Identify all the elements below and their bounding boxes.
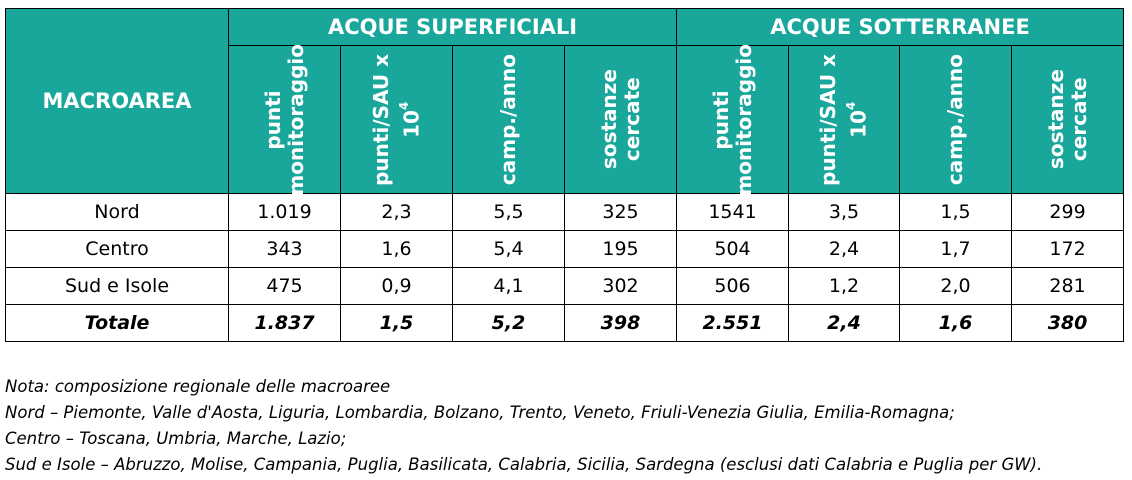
table-cell: 1,2 — [788, 267, 901, 305]
group-header-row: MACROAREA ACQUE SUPERFICIALI ACQUE SOTTE… — [5, 8, 1125, 194]
group-header-ground: ACQUE SOTTERRANEE — [676, 8, 1125, 46]
total-row: Totale 1.837 1,5 5,2 398 2.551 2,4 1,6 3… — [5, 304, 1125, 342]
subheader-punti-sau: punti/SAU x 104 — [788, 45, 901, 194]
table-cell: 504 — [676, 230, 790, 268]
table-cell: 1,6 — [899, 304, 1013, 342]
table-cell: 2,3 — [340, 193, 453, 231]
subheader-sostanze-cercate: sostanze cercate — [563, 45, 678, 194]
table-cell: 380 — [1011, 304, 1125, 342]
table-cell: 343 — [228, 230, 341, 268]
subheader-camp-anno: camp./anno — [452, 45, 565, 194]
table-cell: 1,5 — [899, 193, 1013, 231]
table-cell: 506 — [676, 267, 790, 305]
table-cell: 5,5 — [452, 193, 565, 231]
table-cell: 2.551 — [676, 304, 790, 342]
table-cell: 4,1 — [452, 267, 565, 305]
group-header-surface: ACQUE SUPERFICIALI — [227, 8, 678, 46]
row-label: Nord — [5, 193, 229, 231]
note-line: Sud e Isole – Abruzzo, Molise, Campania,… — [5, 455, 1043, 474]
table-cell: 3,5 — [788, 193, 901, 231]
table-cell: 0,9 — [340, 267, 453, 305]
subheader-punti-monitoraggio: punti monitoraggio — [676, 44, 790, 195]
table-row: Nord 1.019 2,3 5,5 325 1541 3,5 1,5 299 — [5, 193, 1125, 231]
table-cell: 2,4 — [788, 304, 901, 342]
note-line: Nota: composizione regionale delle macro… — [5, 377, 391, 396]
table-cell: 1,6 — [340, 230, 453, 268]
macroarea-header: MACROAREA — [5, 8, 229, 194]
table-row: Centro 343 1,6 5,4 195 504 2,4 1,7 172 — [5, 230, 1125, 268]
table-cell: 398 — [563, 304, 678, 342]
table-cell: 475 — [228, 267, 341, 305]
note-line: Nord – Piemonte, Valle d'Aosta, Liguria,… — [5, 403, 955, 422]
note-line: Centro – Toscana, Umbria, Marche, Lazio; — [5, 429, 347, 448]
subheader-camp-anno: camp./anno — [899, 45, 1013, 194]
table-cell: 5,4 — [452, 230, 565, 268]
table-cell: 172 — [1011, 230, 1125, 268]
table-cell: 302 — [563, 267, 678, 305]
notes: Nota: composizione regionale delle macro… — [5, 374, 1042, 478]
table-cell: 1541 — [676, 193, 790, 231]
table-cell: 1,5 — [340, 304, 453, 342]
subheader-sostanze-cercate: sostanze cercate — [1011, 45, 1125, 194]
table-cell: 325 — [563, 193, 678, 231]
row-label: Centro — [5, 230, 229, 268]
table-cell: 1.837 — [228, 304, 341, 342]
table-cell: 1.019 — [228, 193, 341, 231]
data-table: MACROAREA ACQUE SUPERFICIALI ACQUE SOTTE… — [5, 8, 1125, 342]
table-cell: 2,4 — [788, 230, 901, 268]
table-cell: 281 — [1011, 267, 1125, 305]
table-row: Sud e Isole 475 0,9 4,1 302 506 1,2 2,0 … — [5, 267, 1125, 305]
sub-header-row: punti monitoraggio punti/SAU x 104 camp./a… — [6, 44, 1125, 195]
row-label: Totale — [5, 304, 229, 342]
table-cell: 2,0 — [899, 267, 1013, 305]
table-cell: 5,2 — [452, 304, 565, 342]
table-cell: 1,7 — [899, 230, 1013, 268]
table-cell: 299 — [1011, 193, 1125, 231]
row-label: Sud e Isole — [5, 267, 229, 305]
table-cell: 195 — [563, 230, 678, 268]
subheader-punti-monitoraggio: punti monitoraggio — [228, 44, 341, 195]
subheader-punti-sau: punti/SAU x 104 — [340, 45, 453, 194]
